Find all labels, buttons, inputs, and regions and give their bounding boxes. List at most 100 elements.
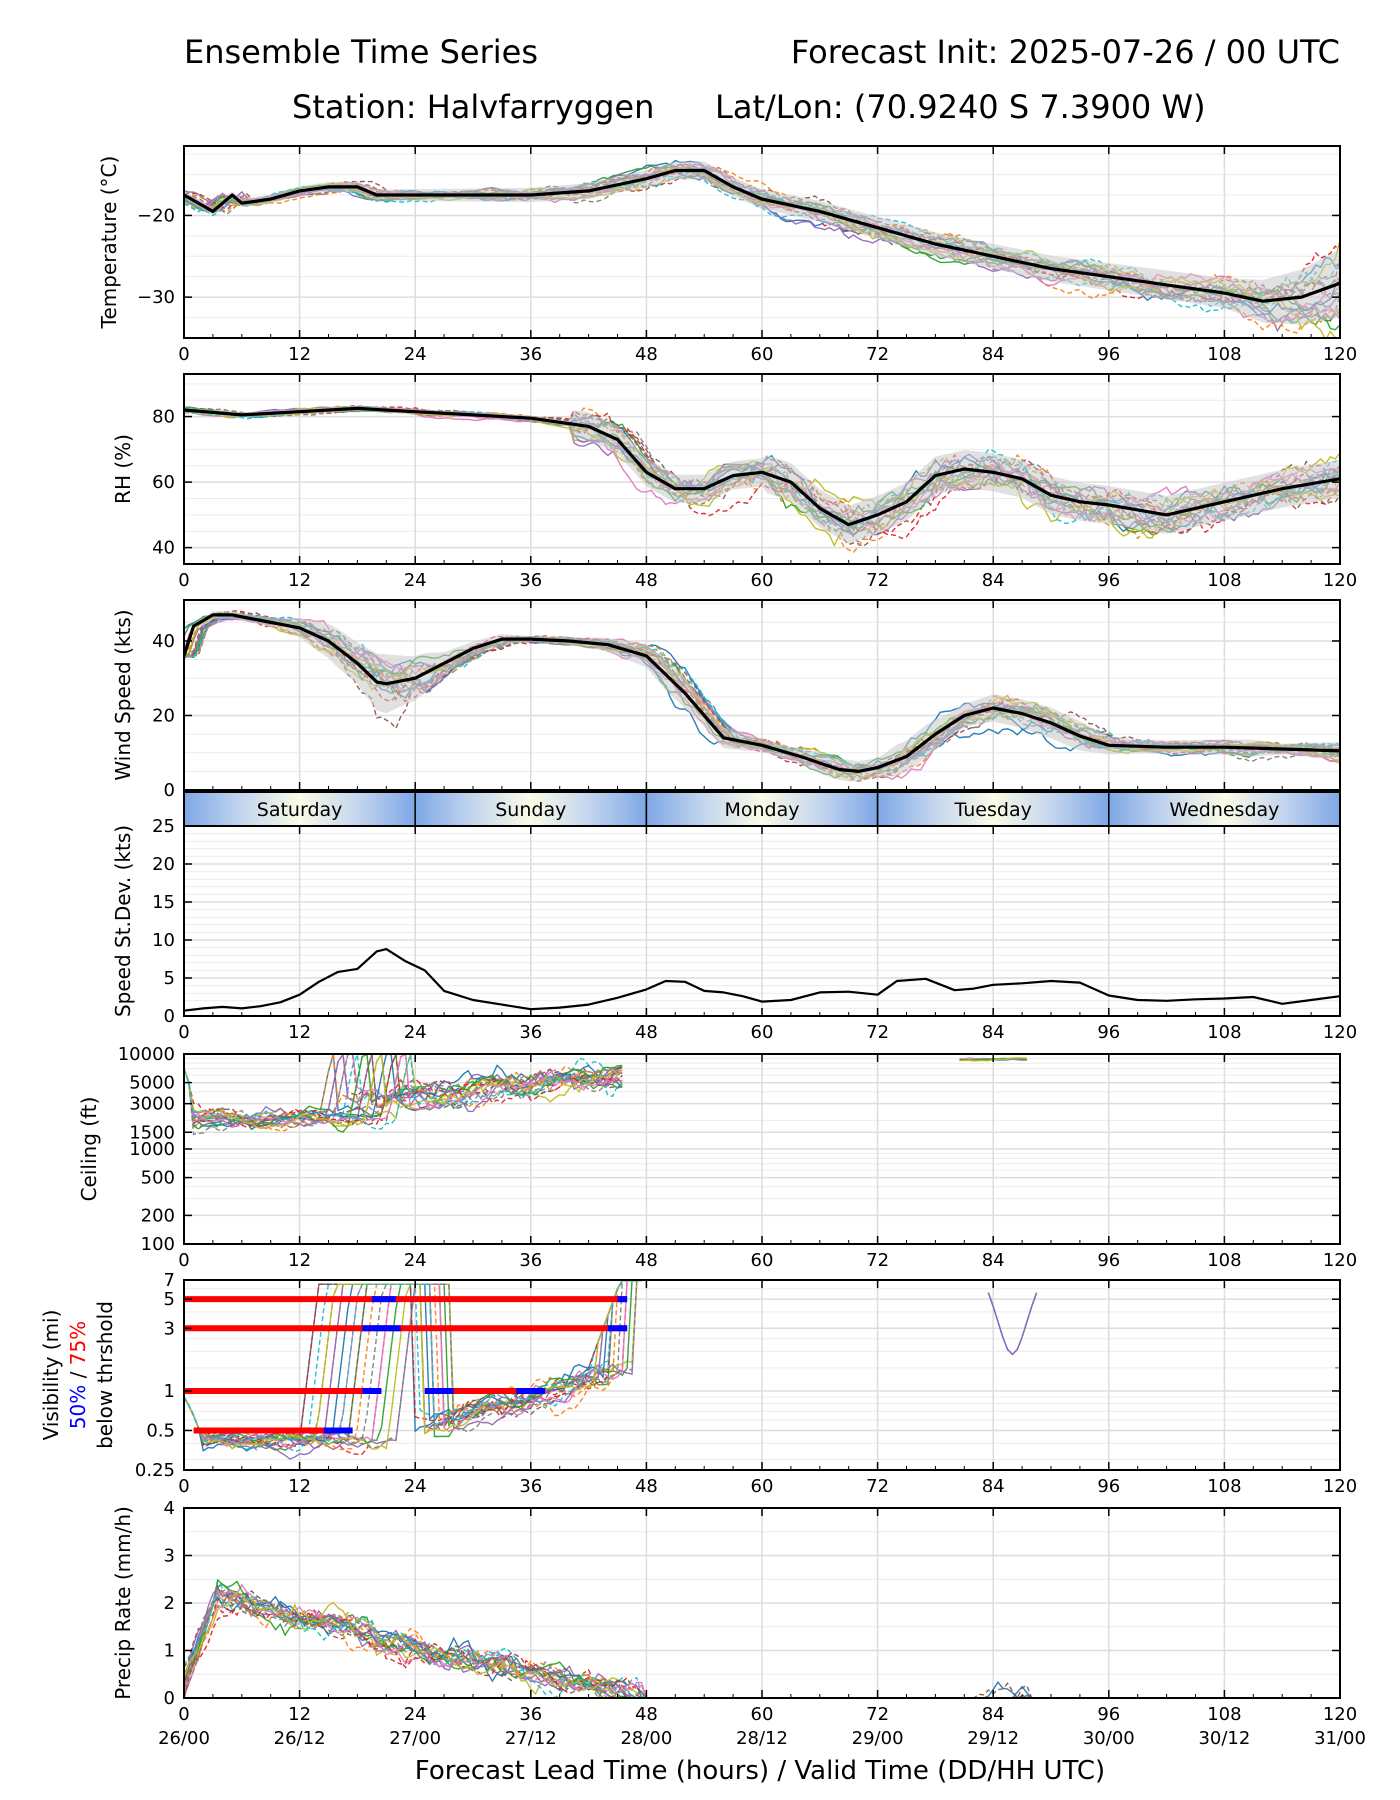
spread-band	[184, 405, 1340, 544]
x-tick-label: 48	[635, 344, 658, 365]
ensemble-member-line	[184, 1054, 623, 1131]
x-tick-label: 72	[866, 1704, 889, 1725]
ensemble-member-line	[184, 1054, 623, 1132]
y-tick-label: 100	[141, 1234, 175, 1255]
x-tick-label: 0	[178, 1250, 189, 1271]
y-tick-label: 2	[164, 1593, 175, 1614]
valid-time-label: 27/12	[505, 1728, 557, 1749]
x-tick-label: 60	[751, 1704, 774, 1725]
plot-area	[184, 405, 1340, 554]
valid-time-label: 30/12	[1198, 1728, 1250, 1749]
x-tick-label: 0	[178, 344, 189, 365]
y-tick-label: 3	[164, 1546, 175, 1567]
ensemble-member-line	[184, 1280, 1038, 1450]
x-tick-label: 120	[1323, 344, 1357, 365]
day-label: Sunday	[495, 799, 566, 821]
day-label: Tuesday	[954, 799, 1032, 821]
y-tick-label: 5	[164, 1289, 175, 1310]
x-tick-label: 0	[178, 1704, 189, 1725]
ensemble-mean-line	[184, 406, 1340, 527]
figure-title: Ensemble Time Series	[184, 33, 538, 71]
forecast-init: Forecast Init: 2025-07-26 / 00 UTC	[791, 33, 1340, 71]
x-tick-label: 96	[1097, 1476, 1120, 1497]
x-tick-label: 48	[635, 1476, 658, 1497]
valid-time-label: 28/00	[620, 1728, 672, 1749]
x-tick-label: 72	[866, 570, 889, 591]
y-tick-label: 10	[152, 930, 175, 951]
y-tick-label: 7	[164, 1270, 175, 1291]
x-tick-label: 24	[404, 1476, 427, 1497]
x-tick-label: 12	[288, 1250, 311, 1271]
y-tick-label: 15	[152, 892, 175, 913]
day-label: Wednesday	[1169, 799, 1279, 821]
y-tick-label: 1	[164, 1381, 175, 1402]
x-tick-label: 60	[751, 1022, 774, 1043]
ensemble-member-line	[184, 1604, 1340, 1698]
ensemble-mean-line	[184, 613, 1340, 773]
y-tick-label: 200	[141, 1205, 175, 1226]
x-tick-label: 96	[1097, 1704, 1120, 1725]
y-tick-label: 4	[164, 1498, 175, 1519]
rh-panel: 80 60 400 12 24 36 48 60 72 84 96 108 120 RH (%)	[111, 373, 1357, 591]
y-tick-label: 80	[152, 407, 175, 428]
grid-lines	[184, 146, 1340, 339]
x-tick-label: 84	[982, 1704, 1005, 1725]
grid-lines	[184, 1279, 1340, 1471]
x-tick-label: 72	[866, 1476, 889, 1497]
plot-area	[184, 159, 1340, 338]
plot-area	[184, 948, 1340, 1012]
y-tick-label: −20	[137, 205, 175, 226]
x-tick-label: 96	[1097, 1022, 1120, 1043]
y-tick-label: 20	[152, 705, 175, 726]
ensemble-member-line	[184, 1591, 1340, 1698]
x-tick-label: 0	[178, 1476, 189, 1497]
y-axis-label: RH (%)	[111, 434, 135, 504]
y-axis-label-sub: below thrshold	[93, 1301, 117, 1449]
y-tick-label: −30	[137, 287, 175, 308]
y-tick-label: 20	[152, 854, 175, 875]
ensemble-member-line	[184, 1280, 642, 1448]
x-tick-label: 24	[404, 1704, 427, 1725]
x-tick-label: 0	[178, 570, 189, 591]
x-tick-label: 60	[751, 570, 774, 591]
x-tick-label: 108	[1207, 570, 1241, 591]
y-tick-label: 0	[164, 1688, 175, 1709]
x-tick-label: 84	[982, 1250, 1005, 1271]
x-tick-label: 24	[404, 1022, 427, 1043]
x-tick-label: 108	[1207, 1476, 1241, 1497]
x-axis-label: Forecast Lead Time (hours) / Valid Time …	[415, 1756, 1105, 1786]
x-tick-label: 60	[751, 344, 774, 365]
valid-time-label: 26/12	[274, 1728, 326, 1749]
valid-time-label: 29/12	[967, 1728, 1019, 1749]
x-tick-label: 84	[982, 570, 1005, 591]
ensemble-member-line	[184, 1280, 642, 1443]
y-axis-label: Wind Speed (kts)	[111, 609, 135, 780]
x-tick-label: 12	[288, 1704, 311, 1725]
y-tick-label: 1500	[129, 1122, 175, 1143]
x-tick-label: 96	[1097, 570, 1120, 591]
y-tick-label: 10000	[118, 1044, 175, 1065]
legend-50pct: 50%	[66, 1385, 90, 1429]
x-tick-label: 36	[519, 570, 542, 591]
plot-area	[184, 1280, 1340, 1460]
x-tick-label: 0	[178, 1022, 189, 1043]
valid-time-label: 27/00	[389, 1728, 441, 1749]
ensemble-member-line	[184, 1054, 623, 1127]
legend-separator: /	[66, 1365, 90, 1384]
y-axis-label: Visibility (mi)	[39, 1310, 63, 1441]
x-tick-label: 84	[982, 1476, 1005, 1497]
x-tick-label: 96	[1097, 344, 1120, 365]
x-tick-label: 72	[866, 344, 889, 365]
x-tick-label: 36	[519, 1704, 542, 1725]
x-tick-label: 12	[288, 344, 311, 365]
x-tick-label: 72	[866, 1250, 889, 1271]
y-axis-label: Temperature (°C)	[97, 156, 121, 330]
x-tick-label: 108	[1207, 1704, 1241, 1725]
ensemble-member-line	[184, 1054, 623, 1127]
y-tick-label: 40	[152, 538, 175, 559]
visibility-panel: 0.25 0.5 1 3 57 0 12 24 36 48 60 72 84 96 108 120 Visibi…	[39, 1270, 1357, 1497]
y-tick-label: 0	[164, 1006, 175, 1027]
x-tick-label: 24	[404, 344, 427, 365]
